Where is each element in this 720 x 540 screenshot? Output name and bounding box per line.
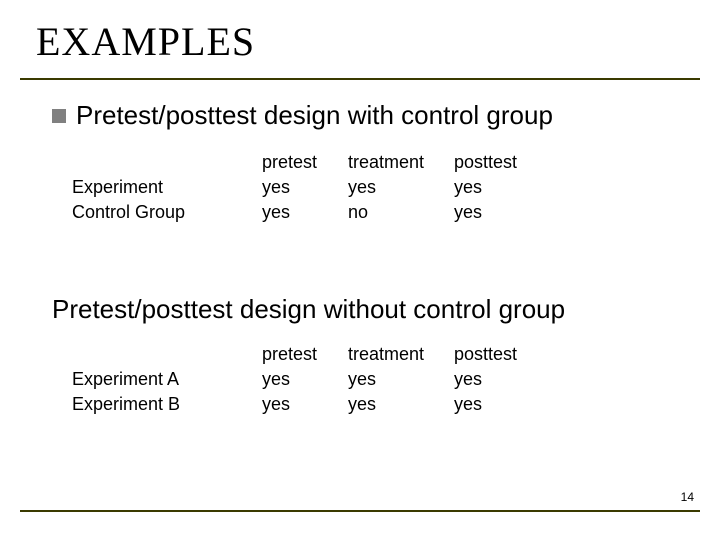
header-blank bbox=[72, 150, 262, 175]
table-row: Experiment yes yes yes bbox=[72, 175, 534, 200]
cell: yes bbox=[348, 392, 454, 417]
header-blank bbox=[72, 342, 262, 367]
page-number: 14 bbox=[681, 490, 694, 504]
header-posttest: posttest bbox=[454, 150, 534, 175]
square-bullet-icon bbox=[52, 109, 66, 123]
cell: yes bbox=[348, 175, 454, 200]
cell: yes bbox=[262, 392, 348, 417]
header-pretest: pretest bbox=[262, 150, 348, 175]
cell: yes bbox=[262, 367, 348, 392]
cell: yes bbox=[454, 392, 534, 417]
cell: yes bbox=[262, 200, 348, 225]
row-label: Experiment A bbox=[72, 367, 262, 392]
section-heading-1: Pretest/posttest design with control gro… bbox=[76, 100, 553, 131]
table-row: Experiment A yes yes yes bbox=[72, 367, 534, 392]
slide: EXAMPLES Pretest/posttest design with co… bbox=[0, 0, 720, 540]
table-row: Control Group yes no yes bbox=[72, 200, 534, 225]
table-row: Experiment B yes yes yes bbox=[72, 392, 534, 417]
section-heading-2: Pretest/posttest design without control … bbox=[52, 294, 565, 325]
design-table-with-control: pretest treatment posttest Experiment ye… bbox=[72, 150, 534, 225]
header-posttest: posttest bbox=[454, 342, 534, 367]
cell: yes bbox=[454, 175, 534, 200]
table-header-row: pretest treatment posttest bbox=[72, 150, 534, 175]
divider-bottom bbox=[20, 510, 700, 512]
row-label: Experiment bbox=[72, 175, 262, 200]
cell: yes bbox=[348, 367, 454, 392]
header-treatment: treatment bbox=[348, 342, 454, 367]
row-label: Control Group bbox=[72, 200, 262, 225]
cell: no bbox=[348, 200, 454, 225]
divider-top bbox=[20, 78, 700, 80]
design-table-without-control: pretest treatment posttest Experiment A … bbox=[72, 342, 534, 417]
cell: yes bbox=[454, 200, 534, 225]
header-treatment: treatment bbox=[348, 150, 454, 175]
bullet-row-1: Pretest/posttest design with control gro… bbox=[52, 100, 553, 131]
table-header-row: pretest treatment posttest bbox=[72, 342, 534, 367]
cell: yes bbox=[262, 175, 348, 200]
slide-title: EXAMPLES bbox=[36, 18, 255, 65]
row-label: Experiment B bbox=[72, 392, 262, 417]
header-pretest: pretest bbox=[262, 342, 348, 367]
cell: yes bbox=[454, 367, 534, 392]
